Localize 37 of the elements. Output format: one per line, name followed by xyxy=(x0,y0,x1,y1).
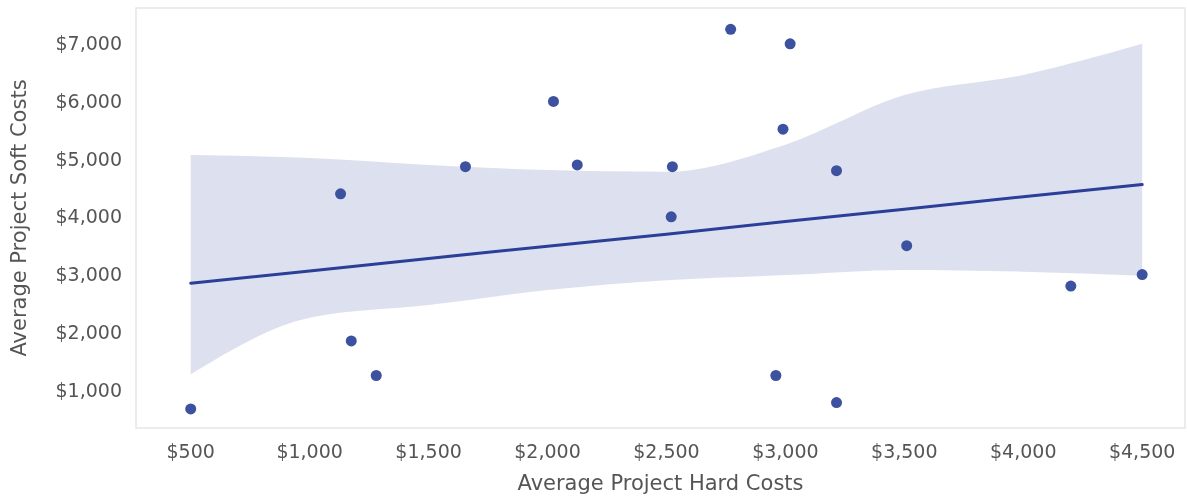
point xyxy=(1065,280,1077,292)
point xyxy=(345,335,357,347)
x-tick-label: $3,000 xyxy=(752,440,819,462)
point xyxy=(1136,269,1148,281)
x-tick-label: $4,500 xyxy=(1108,440,1176,462)
y-tick-label: $3,000 xyxy=(55,263,122,286)
point xyxy=(901,240,913,252)
x-axis-title: Average Project Hard Costs xyxy=(517,471,804,495)
point xyxy=(831,165,843,177)
point xyxy=(777,123,789,135)
point xyxy=(185,403,197,415)
x-tick-label: $1,000 xyxy=(276,440,343,462)
point xyxy=(370,370,382,381)
y-tick-label: $4,000 xyxy=(55,205,122,228)
line-series xyxy=(189,183,1144,285)
point xyxy=(831,397,843,409)
x-tick-label: $2,500 xyxy=(633,440,700,462)
y-axis-title: Average Project Soft Costs xyxy=(7,79,31,357)
x-tick-label: $3,500 xyxy=(871,440,938,462)
point xyxy=(784,38,796,50)
point xyxy=(335,188,347,200)
point xyxy=(665,211,677,223)
point xyxy=(547,95,559,107)
y-tick-label: $2,000 xyxy=(55,320,122,343)
point xyxy=(770,370,782,381)
x-tick-label: $4,000 xyxy=(990,440,1057,462)
point xyxy=(459,161,471,173)
y-tick-label: $1,000 xyxy=(55,378,122,401)
point xyxy=(666,161,678,173)
x-tick-label: $2,000 xyxy=(514,440,581,462)
point xyxy=(725,23,737,35)
y-tick-label: $5,000 xyxy=(55,147,122,170)
point xyxy=(571,159,583,171)
y-tick-label: $6,000 xyxy=(55,90,122,113)
y-tick-label: $7,000 xyxy=(55,32,122,55)
x-tick-label: $500 xyxy=(166,440,215,462)
x-tick-label: $1,500 xyxy=(395,440,462,462)
